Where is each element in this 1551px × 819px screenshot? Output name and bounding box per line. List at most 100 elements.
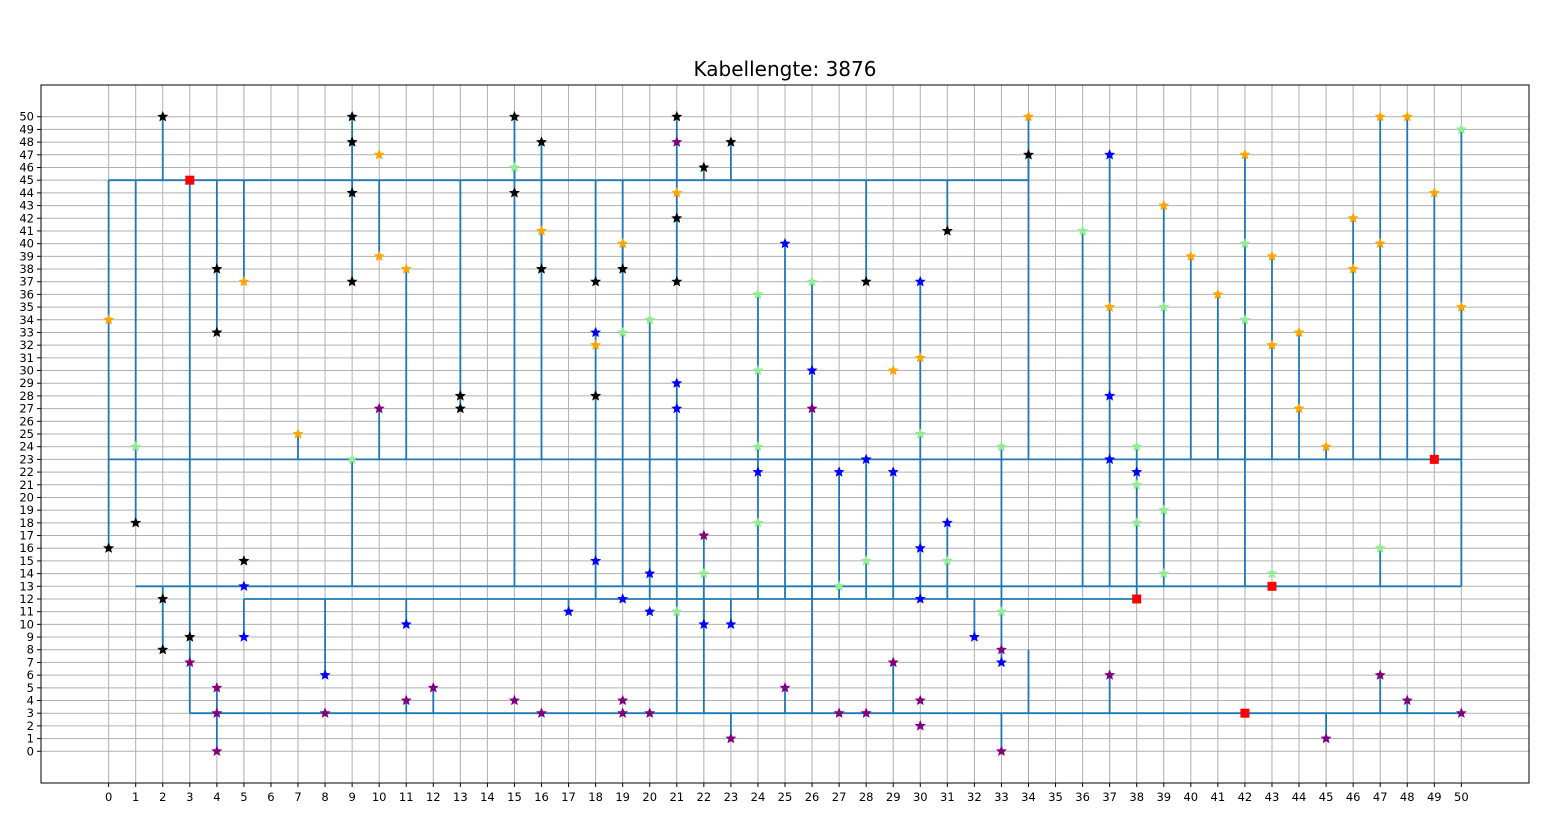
y-tick-label: 22: [19, 465, 34, 479]
house-marker-purple: [779, 682, 791, 693]
house-marker-orange: [103, 313, 115, 325]
x-tick-label: 29: [886, 790, 901, 804]
house-marker-purple: [1104, 669, 1116, 680]
battery-marker: [1132, 594, 1142, 604]
x-tick-label: 41: [1211, 790, 1226, 804]
x-tick-label: 35: [1048, 790, 1063, 804]
x-tick-label: 19: [615, 790, 630, 804]
x-tick-label: 37: [1102, 790, 1117, 804]
house-marker-black: [508, 110, 520, 122]
house-marker-orange: [617, 237, 629, 249]
house-marker-blue: [238, 580, 250, 591]
house-marker-black: [536, 136, 548, 147]
y-tick-label: 39: [19, 249, 34, 263]
house-marker-lightgreen: [1266, 567, 1278, 579]
y-tick-label: 5: [27, 681, 34, 695]
house-marker-purple: [995, 643, 1007, 655]
house-marker-blue: [941, 517, 953, 528]
house-marker-lightgreen: [806, 275, 818, 287]
y-tick-label: 43: [19, 199, 34, 213]
x-tick-label: 32: [967, 790, 982, 804]
y-tick-label: 23: [19, 452, 34, 466]
house-marker-blue: [671, 377, 683, 388]
x-tick-label: 18: [588, 790, 603, 804]
house-marker-purple: [1401, 694, 1413, 706]
house-marker-blue: [806, 364, 818, 376]
x-tick-label: 2: [159, 790, 166, 804]
x-tick-label: 22: [697, 790, 712, 804]
house-marker-orange: [887, 364, 899, 376]
x-tick-label: 23: [724, 790, 739, 804]
house-marker-lightgreen: [1455, 123, 1467, 135]
x-tick-label: 49: [1427, 790, 1442, 804]
y-tick-label: 16: [19, 541, 34, 555]
y-tick-label: 50: [19, 110, 34, 124]
y-tick-label: 41: [19, 224, 34, 238]
house-marker-lightgreen: [508, 161, 520, 173]
house-marker-orange: [1374, 110, 1386, 122]
house-marker-black: [130, 517, 142, 528]
house-marker-black: [211, 263, 223, 274]
house-marker-lightgreen: [1131, 478, 1143, 490]
house-marker-orange: [1347, 212, 1359, 223]
house-marker-orange: [1347, 263, 1359, 274]
cable-layer: [107, 116, 1463, 752]
house-marker-lightgreen: [995, 440, 1007, 452]
house-marker-blue: [1104, 390, 1116, 401]
y-tick-label: 32: [19, 338, 34, 352]
house-marker-lightgreen: [752, 288, 764, 300]
y-tick-label: 9: [27, 630, 34, 644]
house-marker-black: [617, 263, 629, 274]
y-tick-label: 49: [19, 122, 34, 136]
house-marker-black: [941, 225, 953, 236]
house-marker-purple: [725, 732, 737, 744]
y-tick-label: 35: [19, 300, 34, 314]
x-tick-label: 28: [859, 790, 874, 804]
x-tick-label: 17: [561, 790, 576, 804]
x-tick-label: 21: [669, 790, 684, 804]
house-marker-lightgreen: [644, 313, 656, 325]
house-marker-purple: [617, 707, 629, 718]
house-marker-lightgreen: [346, 453, 358, 465]
y-tick-label: 28: [19, 389, 34, 403]
house-marker-lightgreen: [941, 555, 953, 566]
house-marker-black: [508, 187, 520, 198]
house-marker-purple: [211, 707, 223, 718]
house-marker-black: [157, 593, 169, 604]
y-tick-label: 18: [19, 516, 34, 530]
x-tick-label: 6: [267, 790, 274, 804]
x-tick-label: 13: [453, 790, 468, 804]
x-tick-label: 15: [507, 790, 522, 804]
house-marker-orange: [1212, 288, 1224, 300]
battery-marker: [185, 175, 195, 185]
y-tick-label: 24: [19, 440, 34, 454]
house-marker-purple: [536, 707, 548, 718]
y-tick-label: 19: [19, 503, 34, 517]
house-marker-lightgreen: [1131, 440, 1143, 452]
house-marker-orange: [1266, 339, 1278, 350]
house-marker-purple: [617, 694, 629, 706]
y-tick-label: 42: [19, 211, 34, 225]
marker-layer: [103, 110, 1467, 756]
house-marker-orange: [671, 187, 683, 198]
house-marker-orange: [1374, 237, 1386, 249]
house-marker-black: [590, 275, 602, 287]
y-tick-label: 48: [19, 135, 34, 149]
house-marker-purple: [914, 720, 926, 731]
y-tick-label: 31: [19, 351, 34, 365]
x-tick-label: 20: [642, 790, 657, 804]
house-marker-lightgreen: [1131, 517, 1143, 528]
x-tick-label: 38: [1129, 790, 1144, 804]
house-marker-blue: [590, 326, 602, 338]
house-marker-lightgreen: [914, 428, 926, 439]
house-marker-purple: [1455, 707, 1467, 718]
x-tick-label: 9: [348, 790, 355, 804]
house-marker-black: [346, 275, 358, 287]
house-marker-black: [725, 136, 737, 147]
house-marker-lightgreen: [860, 555, 872, 566]
house-marker-purple: [833, 707, 845, 718]
house-marker-purple: [671, 136, 683, 147]
house-marker-purple: [887, 656, 899, 668]
house-marker-blue: [752, 466, 764, 477]
house-marker-blue: [914, 542, 926, 553]
